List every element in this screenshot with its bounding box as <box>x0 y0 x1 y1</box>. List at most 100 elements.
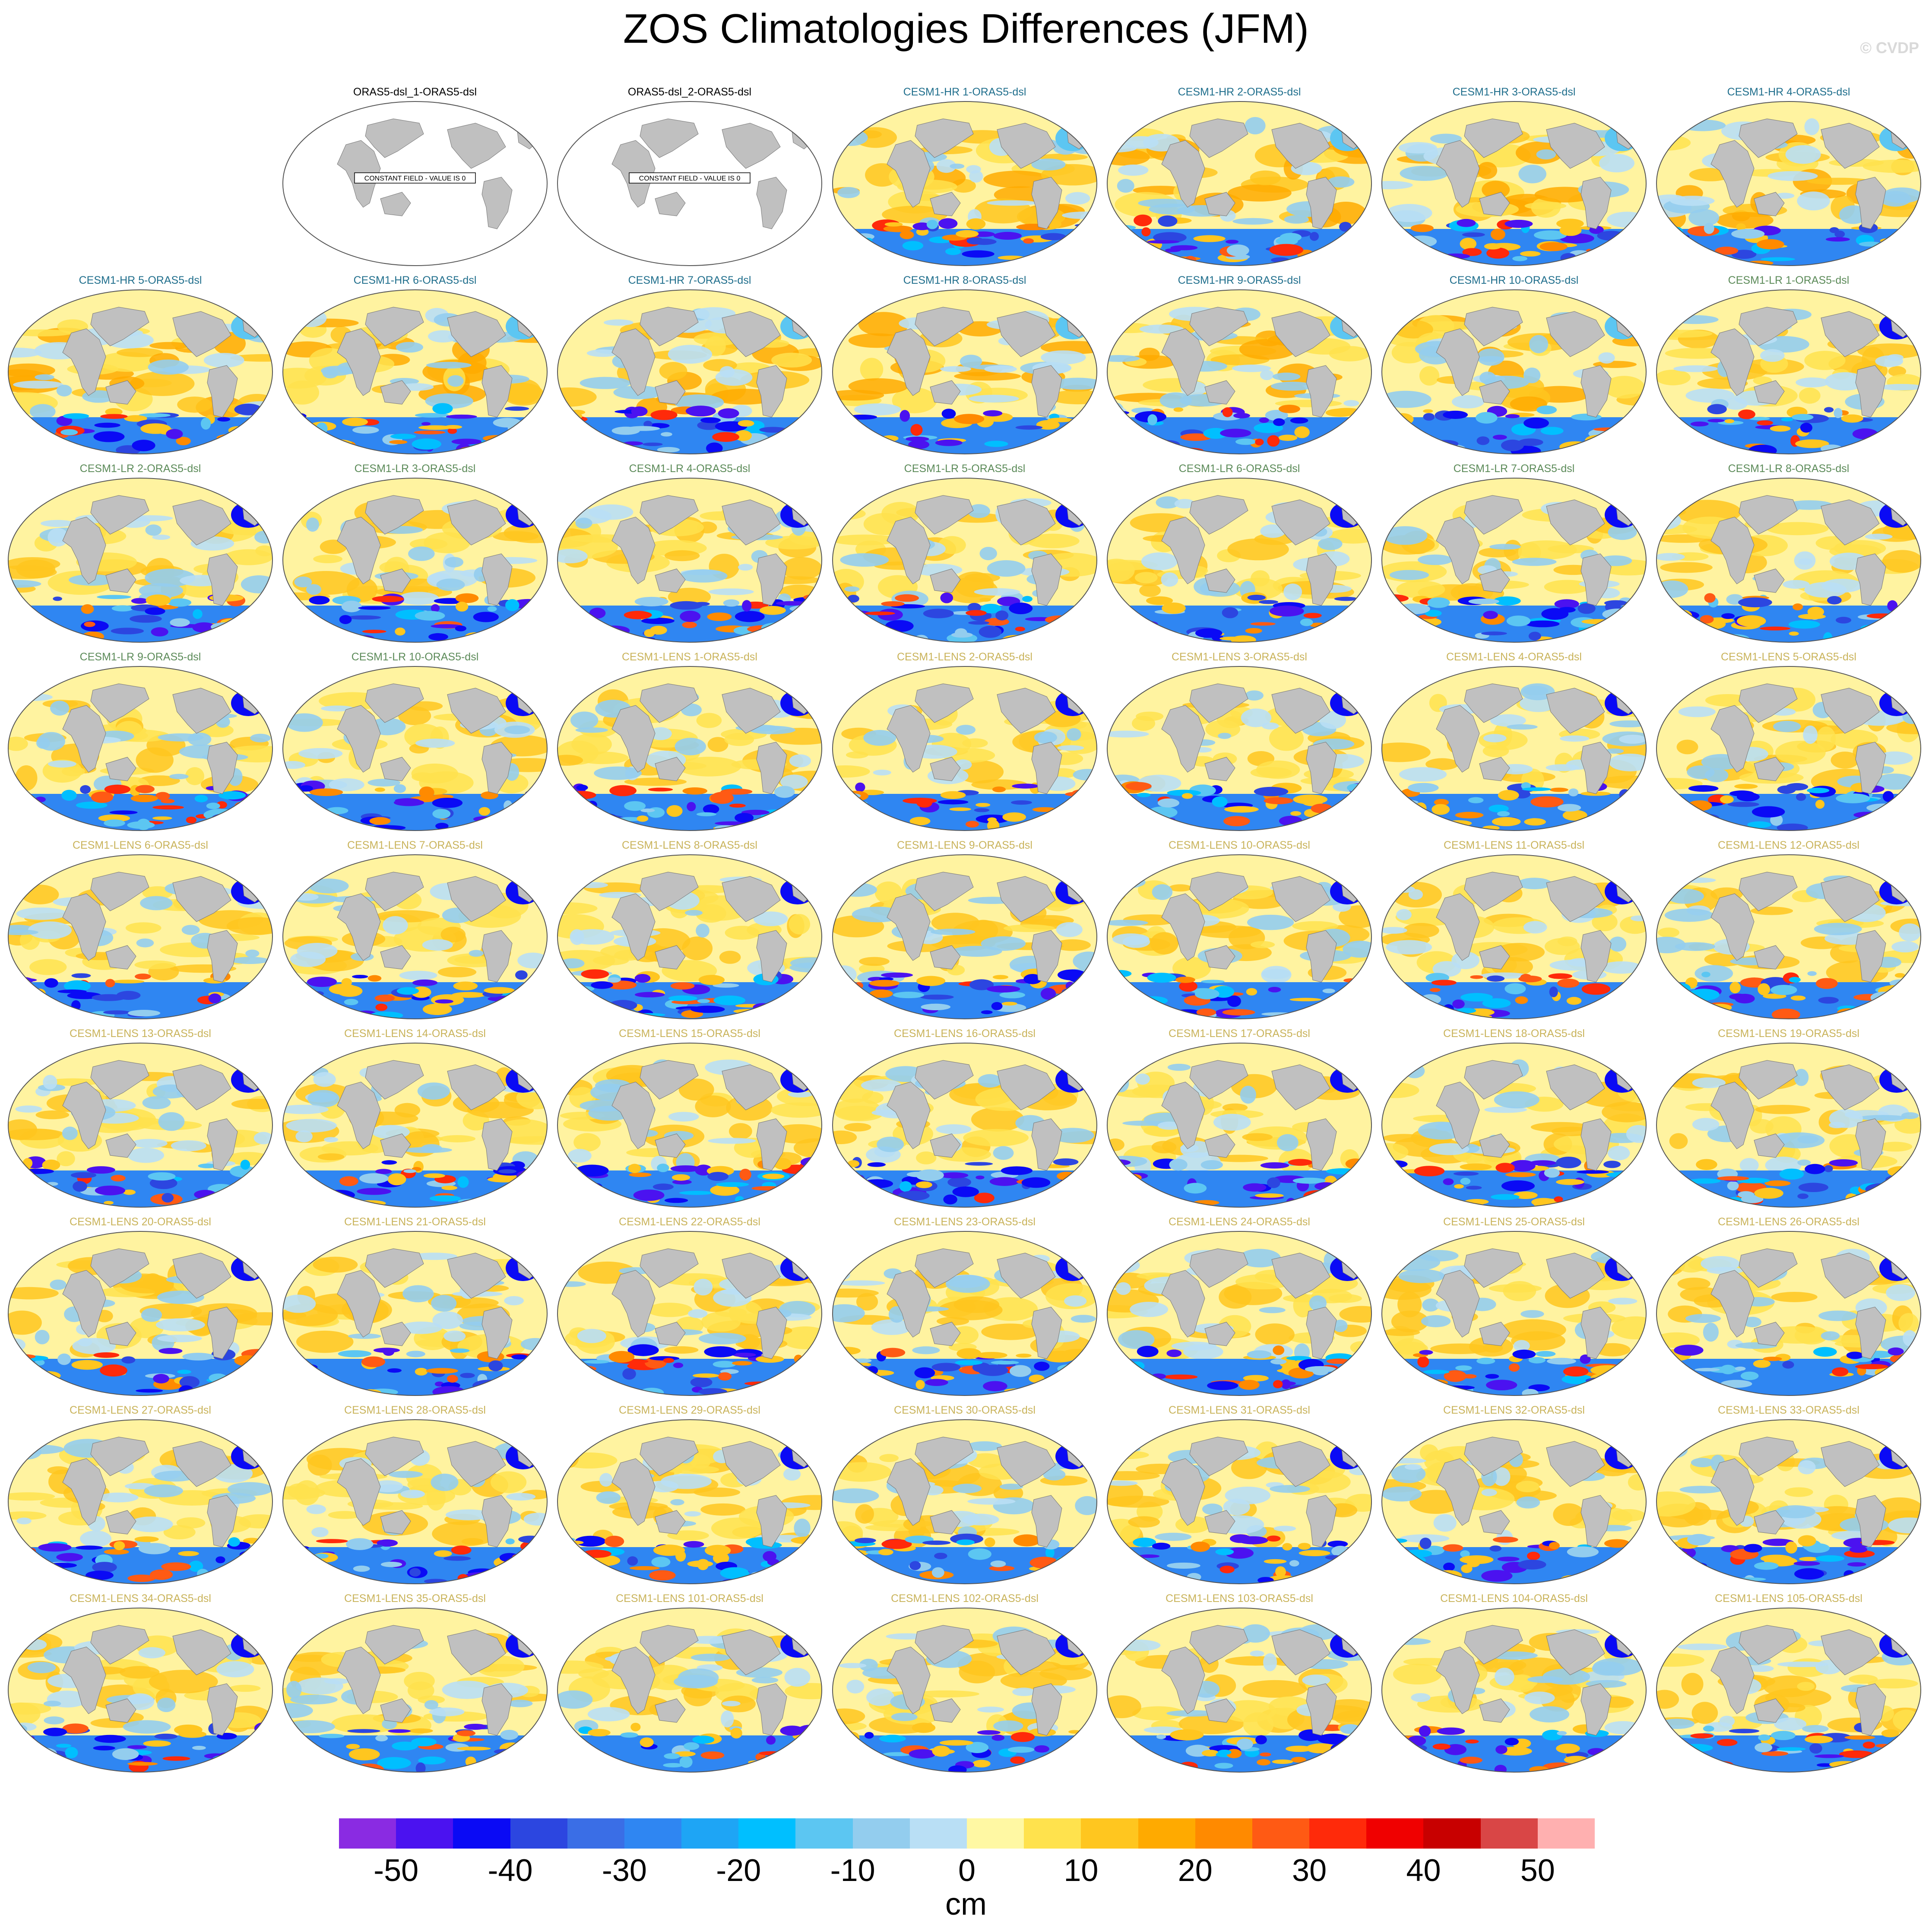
map-panel: CESM1-LR 2-ORAS5-dsl <box>6 462 274 646</box>
world-map <box>1381 289 1647 454</box>
map-panel: CESM1-HR 8-ORAS5-dsl <box>831 274 1099 457</box>
map-panel: CESM1-LENS 27-ORAS5-dsl <box>6 1404 274 1587</box>
world-map <box>8 1419 273 1584</box>
panel-title: CESM1-LENS 28-ORAS5-dsl <box>344 1404 486 1416</box>
panel-title: CESM1-LENS 10-ORAS5-dsl <box>1169 839 1310 851</box>
figure-title: ZOS Climatologies Differences (JFM) <box>623 6 1309 52</box>
colorbar-cell <box>453 1818 511 1849</box>
map-panel: CESM1-LENS 15-ORAS5-dsl <box>556 1027 823 1211</box>
panel-title: CESM1-LENS 34-ORAS5-dsl <box>70 1592 211 1605</box>
map-panel: CESM1-LENS 22-ORAS5-dsl <box>556 1215 823 1399</box>
panel-title: CESM1-LR 9-ORAS5-dsl <box>79 651 201 663</box>
world-map <box>1381 1231 1647 1396</box>
map-panel: CESM1-LENS 30-ORAS5-dsl <box>831 1404 1099 1587</box>
colorbar-tick-label: -20 <box>716 1853 761 1888</box>
panel-title: CESM1-LENS 9-ORAS5-dsl <box>897 839 1033 851</box>
colorbar-tick-label: 40 <box>1406 1853 1441 1888</box>
world-map <box>1107 666 1372 831</box>
map-panel: CESM1-LR 8-ORAS5-dsl <box>1655 462 1922 646</box>
panel-title: CESM1-LR 4-ORAS5-dsl <box>629 463 751 475</box>
map-panel: CESM1-LENS 12-ORAS5-dsl <box>1655 839 1922 1022</box>
map-panel: CESM1-LENS 21-ORAS5-dsl <box>281 1215 549 1399</box>
constant-field-note: CONSTANT FIELD - VALUE IS 0 <box>364 175 466 182</box>
map-panel: CESM1-HR 4-ORAS5-dsl <box>1655 86 1922 269</box>
world-map <box>1656 1608 1921 1773</box>
world-map <box>282 854 548 1019</box>
world-map <box>832 1419 1097 1584</box>
world-map <box>282 1231 548 1396</box>
panel-title: CESM1-LENS 8-ORAS5-dsl <box>622 839 757 851</box>
panel-title: CESM1-LR 7-ORAS5-dsl <box>1453 463 1575 475</box>
world-map <box>1656 289 1921 454</box>
colorbar-tick-label: -40 <box>488 1853 533 1888</box>
panel-title: CESM1-HR 2-ORAS5-dsl <box>1178 86 1301 98</box>
colorbar-cell <box>967 1818 1024 1849</box>
map-panel: CESM1-LR 10-ORAS5-dsl <box>281 650 549 834</box>
world-map <box>832 854 1097 1019</box>
map-panel: CESM1-LENS 104-ORAS5-dsl <box>1380 1592 1648 1776</box>
world-map <box>1381 854 1647 1019</box>
world-map: CONSTANT FIELD - VALUE IS 0 <box>282 101 548 266</box>
panel-title: CESM1-LENS 104-ORAS5-dsl <box>1440 1592 1588 1605</box>
panel-title: CESM1-LENS 23-ORAS5-dsl <box>894 1216 1036 1228</box>
map-panel: CESM1-LENS 102-ORAS5-dsl <box>831 1592 1099 1776</box>
world-map <box>1107 854 1372 1019</box>
map-panel: CESM1-LENS 13-ORAS5-dsl <box>6 1027 274 1211</box>
colorbar-cell <box>852 1818 910 1849</box>
world-map <box>282 1608 548 1773</box>
world-map <box>557 854 822 1019</box>
colorbar-cell <box>567 1818 625 1849</box>
panel-title: CESM1-LENS 14-ORAS5-dsl <box>344 1028 486 1040</box>
map-panel: CESM1-LENS 10-ORAS5-dsl <box>1105 839 1373 1022</box>
world-map <box>1656 101 1921 266</box>
map-panel: CESM1-LENS 24-ORAS5-dsl <box>1105 1215 1373 1399</box>
map-panel: ORAS5-dsl_1-ORAS5-dsl CONSTANT FIELD - VA… <box>281 86 549 269</box>
map-panel: CESM1-LENS 16-ORAS5-dsl <box>831 1027 1099 1211</box>
map-panel: CESM1-LENS 34-ORAS5-dsl <box>6 1592 274 1776</box>
world-map <box>282 1419 548 1584</box>
world-map <box>832 478 1097 643</box>
world-map <box>557 666 822 831</box>
world-map <box>1656 478 1921 643</box>
map-panel: CESM1-LR 6-ORAS5-dsl <box>1105 462 1373 646</box>
panel-title: CESM1-LENS 15-ORAS5-dsl <box>619 1028 760 1040</box>
colorbar-tick-label: 50 <box>1520 1853 1555 1888</box>
map-panel: CESM1-LENS 19-ORAS5-dsl <box>1655 1027 1922 1211</box>
map-panel: CESM1-LENS 35-ORAS5-dsl <box>281 1592 549 1776</box>
map-panel: CESM1-HR 1-ORAS5-dsl <box>831 86 1099 269</box>
map-panel: CESM1-LENS 11-ORAS5-dsl <box>1380 839 1648 1022</box>
panel-title: CESM1-LENS 105-ORAS5-dsl <box>1715 1592 1862 1605</box>
world-map <box>832 1231 1097 1396</box>
map-panel: CESM1-LENS 33-ORAS5-dsl <box>1655 1404 1922 1587</box>
world-map <box>8 478 273 643</box>
panel-title: CESM1-LENS 18-ORAS5-dsl <box>1443 1028 1585 1040</box>
map-panel: CESM1-LENS 25-ORAS5-dsl <box>1380 1215 1648 1399</box>
map-panel: CESM1-LENS 8-ORAS5-dsl <box>556 839 823 1022</box>
map-panel: CESM1-LR 9-ORAS5-dsl <box>6 650 274 834</box>
map-panel: CESM1-LR 1-ORAS5-dsl <box>1655 274 1922 457</box>
colorbar-cell <box>339 1818 396 1849</box>
world-map <box>1381 1419 1647 1584</box>
panel-title: CESM1-LENS 33-ORAS5-dsl <box>1718 1404 1859 1416</box>
colorbar <box>339 1818 1595 1849</box>
world-map <box>282 478 548 643</box>
map-panel: CESM1-HR 3-ORAS5-dsl <box>1380 86 1648 269</box>
panel-title: CESM1-LENS 103-ORAS5-dsl <box>1166 1592 1313 1605</box>
map-panel: CESM1-LENS 7-ORAS5-dsl <box>281 839 549 1022</box>
world-map <box>832 666 1097 831</box>
colorbar-cell <box>1366 1818 1424 1849</box>
colorbar-tick-label: -50 <box>374 1853 419 1888</box>
map-panel: CESM1-LENS 3-ORAS5-dsl <box>1105 650 1373 834</box>
panel-title: CESM1-LENS 19-ORAS5-dsl <box>1718 1028 1859 1040</box>
constant-field-note: CONSTANT FIELD - VALUE IS 0 <box>639 175 741 182</box>
world-map <box>832 1043 1097 1208</box>
world-map <box>8 289 273 454</box>
panel-title: CESM1-LENS 27-ORAS5-dsl <box>70 1404 211 1416</box>
panel-title: CESM1-HR 6-ORAS5-dsl <box>353 274 477 286</box>
map-panel: CESM1-HR 6-ORAS5-dsl <box>281 274 549 457</box>
colorbar-cell <box>624 1818 682 1849</box>
map-panel: ORAS5-dsl_2-ORAS5-dsl CONSTANT FIELD - VA… <box>556 86 823 269</box>
world-map <box>1656 854 1921 1019</box>
map-panel: CESM1-LENS 20-ORAS5-dsl <box>6 1215 274 1399</box>
world-map <box>557 1043 822 1208</box>
